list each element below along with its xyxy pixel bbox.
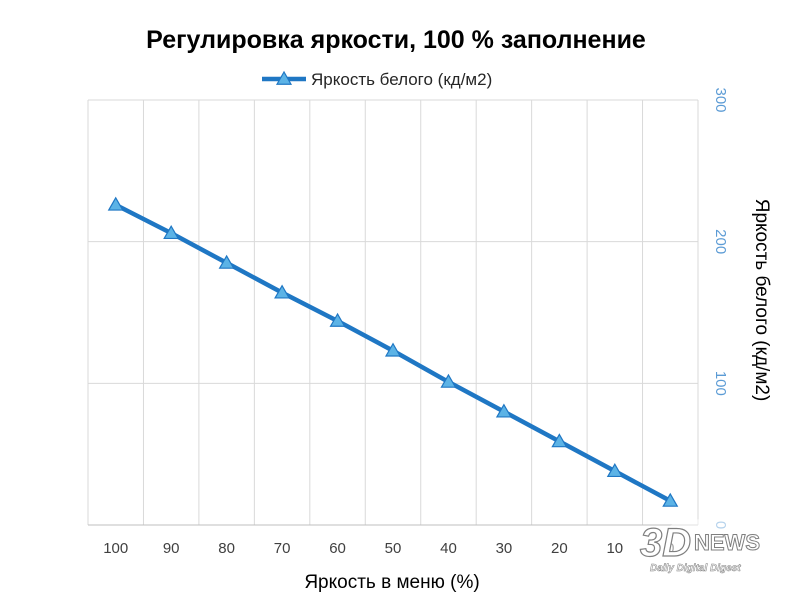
chart-title: Регулировка яркости, 100 % заполнение — [146, 26, 646, 54]
data-point — [218, 254, 235, 269]
data-point — [551, 433, 568, 448]
x-axis: 1009080706050403020100 — [88, 524, 698, 557]
legend: Яркость белого (кд/м2) — [262, 70, 492, 89]
x-tick-label: 60 — [329, 540, 346, 557]
grid — [87, 99, 699, 526]
x-tick-label: 100 — [103, 540, 128, 557]
x-tick-label: 20 — [551, 540, 568, 557]
y-tick-label: 200 — [712, 229, 729, 254]
data-point — [662, 492, 679, 507]
y-axis-label: Яркость белого (кд/м2) — [751, 199, 772, 402]
legend-label: Яркость белого (кд/м2) — [311, 70, 492, 89]
x-axis-label: Яркость в меню (%) — [304, 572, 479, 593]
x-tick-label: 70 — [274, 540, 291, 557]
series — [107, 196, 679, 507]
x-tick-label: 90 — [163, 540, 180, 557]
legend-marker-triangle — [275, 70, 293, 85]
x-tick-label: 80 — [218, 540, 235, 557]
x-tick-label: 50 — [385, 540, 402, 557]
data-point — [606, 462, 623, 478]
data-point — [495, 403, 512, 418]
data-point — [440, 373, 457, 388]
data-point — [274, 284, 291, 299]
x-tick-label: 10 — [606, 540, 623, 557]
y-tick-label: 300 — [712, 87, 729, 112]
y-tick-label: 100 — [712, 371, 729, 396]
watermark-tagline: Daily Digital Digest — [650, 563, 741, 574]
x-tick-label: 40 — [440, 540, 457, 557]
watermark-logo-text: 3D — [640, 521, 691, 565]
data-point — [384, 342, 402, 357]
x-tick-label: 30 — [496, 540, 513, 557]
watermark-brand: NEWS — [694, 530, 760, 555]
data-point — [329, 312, 346, 327]
watermark-logo: 3D NEWS Daily Digital Digest — [639, 519, 769, 585]
data-point — [107, 196, 124, 211]
data-point — [163, 224, 180, 240]
